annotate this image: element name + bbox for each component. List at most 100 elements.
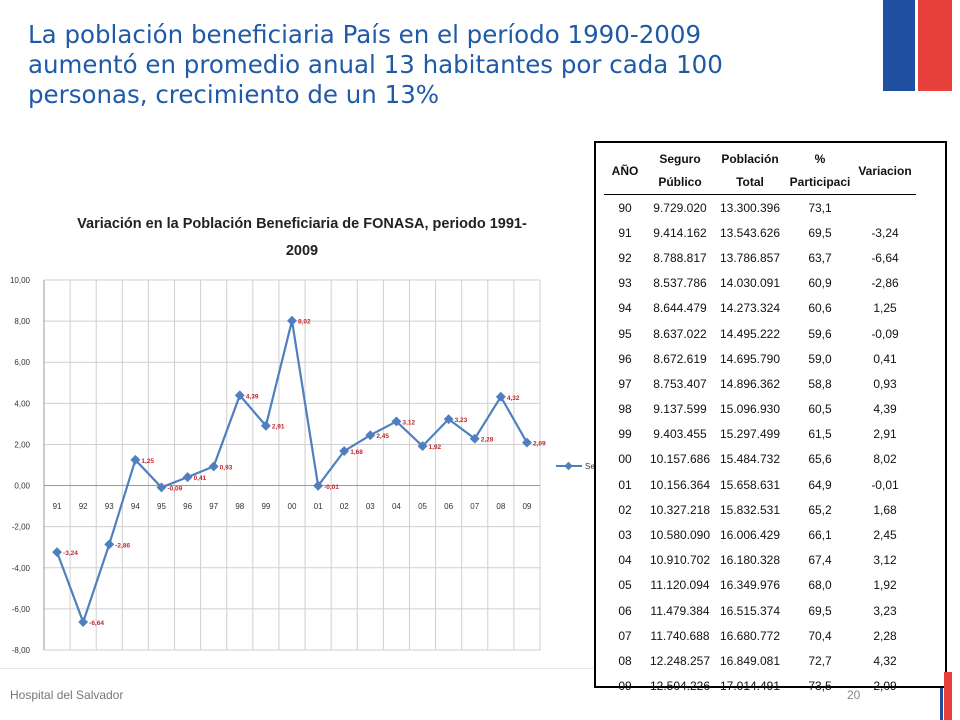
y-tick-label: 8,00	[14, 317, 30, 326]
cell-variacion: 2,09	[873, 679, 897, 694]
cell-seguro: 8.672.619	[653, 351, 707, 366]
series-line	[56, 320, 528, 626]
data-point	[130, 454, 141, 465]
cell-participacion: 59,6	[808, 326, 832, 341]
cell-poblacion: 16.849.081	[719, 653, 781, 668]
data-label: -6,64	[89, 620, 104, 627]
cell-anio: 99	[618, 427, 632, 442]
chart-title-line-2: 2009	[286, 243, 318, 259]
data-point	[365, 430, 376, 441]
table-row: 03 10.580.090 16.006.429 66,1 2,45	[604, 522, 916, 547]
cell-anio: 04	[618, 553, 632, 568]
data-label: 8,02	[298, 319, 311, 326]
cell-variacion: 1,68	[873, 502, 897, 517]
cell-participacion: 69,5	[808, 225, 832, 240]
data-point	[391, 416, 402, 427]
y-tick-label: -6,00	[12, 605, 31, 614]
table-row: 01 10.156.364 15.658.631 64,9 -0,01	[604, 472, 916, 497]
cell-participacion: 60,5	[808, 402, 832, 417]
cell-participacion: 59,0	[808, 351, 832, 366]
data-point	[182, 472, 193, 483]
page-number: 20	[847, 688, 861, 702]
table-row: 05 11.120.094 16.349.976 68,0 1,92	[604, 573, 916, 598]
cell-poblacion: 16.006.429	[719, 528, 781, 543]
cell-poblacion: 15.484.732	[719, 452, 781, 467]
cell-poblacion: 15.096.930	[719, 402, 781, 417]
data-point	[104, 539, 115, 550]
cell-participacion: 67,4	[808, 553, 832, 568]
y-tick-label: 6,00	[14, 358, 30, 367]
flag-blue-stripe	[883, 0, 915, 91]
x-tick-label: 91	[53, 502, 62, 511]
cell-variacion: 8,02	[873, 452, 897, 467]
x-tick-label: 95	[157, 502, 166, 511]
cell-anio: 09	[618, 679, 632, 694]
y-tick-label: -8,00	[12, 646, 31, 655]
x-tick-label: 03	[366, 502, 375, 511]
table-row: 91 9.414.162 13.543.626 69,5 -3,24	[604, 220, 916, 245]
cell-participacion: 66,1	[808, 528, 832, 543]
data-label: 2,45	[376, 433, 389, 440]
cell-participacion: 60,9	[808, 276, 832, 291]
cell-anio: 91	[618, 225, 632, 240]
cell-poblacion: 16.515.374	[719, 603, 781, 618]
cell-seguro: 9.137.599	[653, 402, 707, 417]
cell-variacion: 0,41	[873, 351, 897, 366]
flag-small-decoration	[940, 672, 952, 720]
data-point	[521, 437, 532, 448]
data-point	[52, 547, 63, 558]
header-publico: Público	[646, 170, 714, 195]
y-tick-label: 4,00	[14, 399, 30, 408]
header-anio: AÑO	[604, 148, 646, 195]
cell-poblacion: 15.658.631	[719, 477, 781, 492]
table-row: 07 11.740.688 16.680.772 70,4 2,28	[604, 623, 916, 648]
header-percent: %	[814, 152, 826, 166]
title-line-1: La población beneficiaria País en el per…	[28, 20, 702, 49]
x-tick-label: 99	[261, 502, 270, 511]
cell-seguro: 8.537.786	[653, 276, 707, 291]
table-header-row: AÑO Seguro Población % Variacion	[604, 148, 916, 195]
y-tick-label: 2,00	[14, 440, 30, 449]
cell-anio: 93	[618, 276, 632, 291]
data-table-container: AÑO Seguro Población % Variacion Público…	[594, 141, 947, 693]
cell-variacion: -2,86	[871, 276, 899, 291]
header-variacion: Variacion	[854, 148, 916, 195]
cell-seguro: 8.788.817	[653, 250, 707, 265]
y-tick-label: 0,00	[14, 482, 30, 491]
y-tick-label: 10,00	[10, 276, 31, 285]
table-row: 09 12.504.226 17.014.491 73,5 2,09	[604, 674, 916, 699]
cell-poblacion: 15.832.531	[719, 502, 781, 517]
cell-anio: 05	[618, 578, 632, 593]
data-label: -0,01	[324, 484, 339, 491]
data-point	[78, 617, 89, 627]
cell-participacion: 72,7	[808, 653, 832, 668]
table-row: 99 9.403.455 15.297.499 61,5 2,91	[604, 422, 916, 447]
cell-variacion: -3,24	[871, 225, 899, 240]
cell-poblacion: 14.273.324	[719, 301, 781, 316]
cell-participacion: 65,2	[808, 502, 832, 517]
data-label: 1,25	[141, 458, 154, 465]
cell-anio: 07	[618, 628, 632, 643]
data-point	[417, 441, 428, 452]
legend-marker	[564, 461, 573, 471]
data-label: 2,28	[481, 437, 494, 444]
cell-variacion: 2,45	[873, 528, 897, 543]
cell-anio: 00	[618, 452, 632, 467]
cell-anio: 94	[618, 301, 632, 316]
flag-small-blue	[940, 688, 943, 720]
table-header-row: Público Total Participaci	[604, 170, 916, 195]
data-point	[287, 315, 297, 326]
data-point	[208, 461, 219, 472]
x-tick-label: 04	[392, 502, 401, 511]
data-label: 4,39	[246, 393, 259, 400]
title-line-2: aumentó en promedio anual 13 habitantes …	[28, 50, 723, 79]
cell-poblacion: 17.014.491	[719, 679, 781, 694]
cell-anio: 90	[618, 200, 632, 215]
cell-seguro: 9.414.162	[653, 225, 707, 240]
cell-anio: 97	[618, 376, 632, 391]
x-tick-label: 96	[183, 502, 192, 511]
data-point	[313, 480, 324, 491]
cell-seguro: 8.644.479	[653, 301, 707, 316]
cell-anio: 98	[618, 402, 632, 417]
cell-participacion: 69,5	[808, 603, 832, 618]
